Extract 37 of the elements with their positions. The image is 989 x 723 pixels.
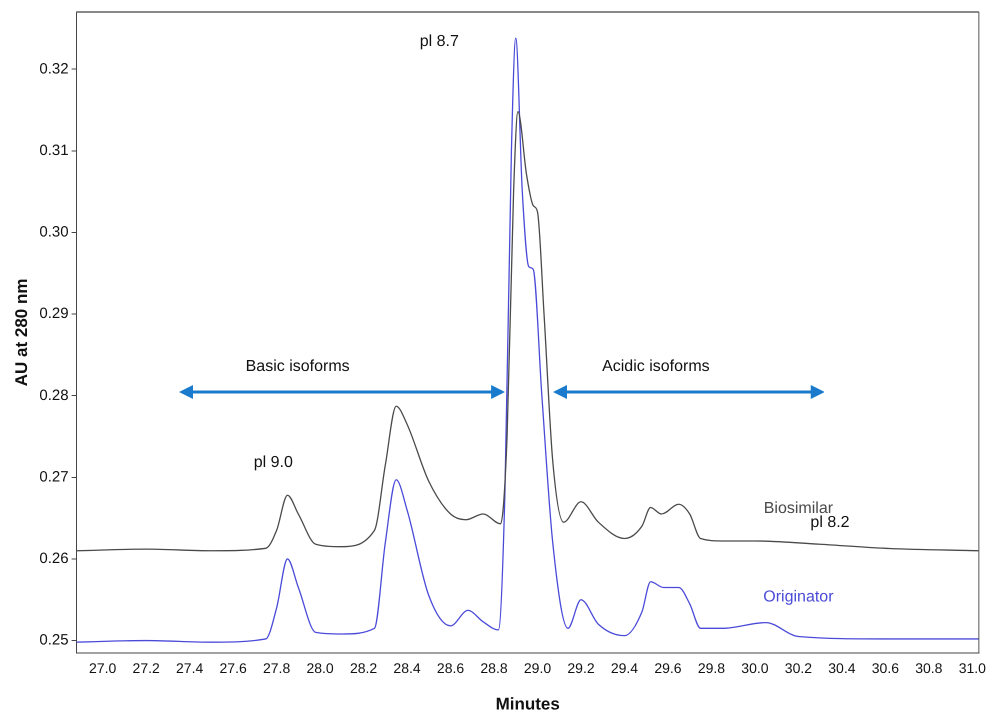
- y-tick-label: 0.31: [39, 142, 69, 159]
- x-tick-label: 27.0: [89, 660, 117, 676]
- y-tick-label: 0.27: [39, 468, 69, 486]
- y-tick-label: 0.29: [39, 305, 69, 322]
- annotation: Acidic isoforms: [602, 358, 710, 375]
- x-tick-label: 30.2: [784, 660, 812, 676]
- x-tick-label: 28.0: [306, 660, 334, 676]
- x-axis-title: Minutes: [496, 694, 560, 714]
- x-tick-label: 30.8: [915, 660, 943, 676]
- x-tick-label: 30.6: [872, 660, 900, 676]
- x-tick-label: 29.0: [524, 660, 552, 676]
- y-tick-label: 0.28: [39, 386, 69, 404]
- x-tick-label: 27.8: [262, 660, 290, 676]
- annotation: pl 8.7: [420, 32, 459, 50]
- y-axis-title: AU at 280 nm: [12, 278, 31, 386]
- x-tick-label: 30.0: [741, 660, 769, 676]
- x-tick-label: 27.4: [176, 660, 204, 676]
- annotation: pl 9.0: [254, 454, 293, 471]
- y-tick-label: 0.26: [39, 550, 69, 568]
- annotation: pl 8.2: [810, 514, 850, 532]
- x-tick-label: 29.8: [698, 660, 726, 676]
- x-tick-label: 27.6: [220, 660, 247, 676]
- x-tick-label: 28.6: [436, 660, 464, 676]
- x-tick-label: 28.4: [393, 660, 421, 676]
- x-tick-label: 31.0: [958, 660, 986, 676]
- y-tick-label: 0.32: [39, 60, 69, 78]
- x-tick-label: 27.2: [132, 660, 160, 676]
- x-tick-label: 29.2: [567, 660, 595, 676]
- x-tick-label: 29.6: [654, 660, 682, 676]
- x-tick-label: 30.4: [828, 660, 856, 676]
- y-tick-label: 0.25: [39, 632, 69, 649]
- x-tick-label: 29.4: [610, 660, 638, 676]
- annotation: Basic isoforms: [246, 358, 350, 375]
- series-label: Originator: [763, 588, 834, 606]
- x-tick-label: 28.8: [480, 660, 508, 676]
- y-tick-label: 0.30: [39, 224, 69, 241]
- x-tick-label: 28.2: [350, 660, 378, 676]
